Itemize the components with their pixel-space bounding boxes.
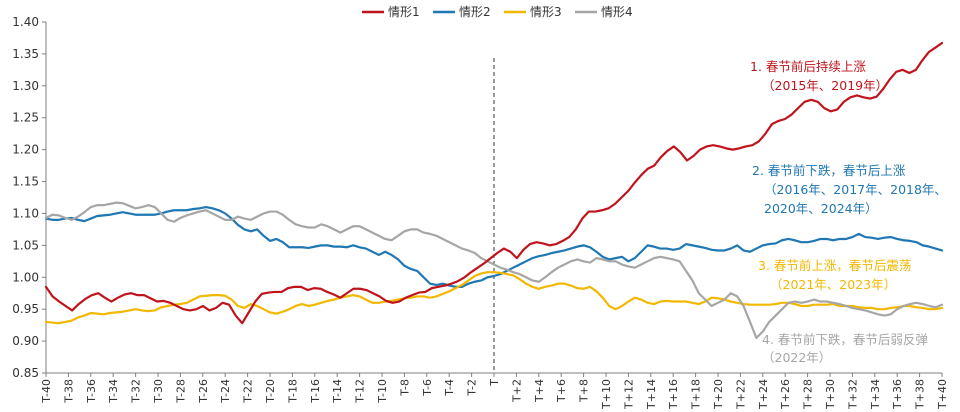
x-tick-label: T+34 [869, 379, 882, 410]
x-tick-label: T+22 [734, 379, 747, 410]
x-tick-label: T [488, 379, 501, 387]
x-tick-label: T+20 [712, 379, 725, 410]
y-tick-label: 1.05 [12, 238, 39, 252]
legend-label-2: 情形2 [459, 5, 491, 19]
x-tick-label: T+36 [891, 379, 904, 410]
x-tick-label: T-6 [421, 379, 434, 397]
x-tick-label: T-20 [264, 379, 277, 404]
series-line-4 [44, 201, 944, 339]
annotation-2-line-1: 2. 春节前下跌，春节后上涨 [752, 163, 906, 178]
x-tick-label: T-26 [197, 379, 210, 404]
legend-label-4: 情形4 [601, 5, 633, 19]
x-tick-label: T-4 [443, 379, 456, 397]
series-line-1 [44, 41, 944, 325]
x-tick-label: T-8 [398, 379, 411, 397]
x-tick-label: T+8 [578, 379, 591, 403]
x-tick-label: T+6 [555, 379, 568, 403]
annotation-4-line-2: （2022年） [762, 350, 831, 365]
y-tick-label: 0.90 [12, 334, 39, 348]
x-tick-label: T+28 [802, 379, 815, 410]
x-tick-label: T-38 [62, 379, 75, 404]
x-tick-label: T+30 [824, 379, 837, 410]
y-tick-label: 1.35 [12, 47, 39, 61]
legend: 情形1 情形2 情形3 情形4 [362, 5, 633, 19]
x-tick-label: T-34 [107, 379, 120, 404]
y-tick-label: 0.85 [12, 366, 39, 380]
annotation-4-line-1: 4. 春节前下跌，春节后弱反弹 [762, 332, 928, 347]
annotation-2-line-3: 2020年、2024年） [764, 201, 878, 216]
x-tick-label: T-30 [152, 379, 165, 404]
x-tick-label: T-10 [376, 379, 389, 404]
y-tick-label: 0.95 [12, 302, 39, 316]
annotation-1-line-2: （2015年、2019年） [762, 78, 888, 93]
x-tick-label: T+38 [914, 379, 927, 410]
x-tick-label: T+26 [779, 379, 792, 410]
x-tick-label: T+12 [622, 379, 635, 410]
y-tick-label: 1.40 [12, 15, 39, 29]
x-tick-label: T-16 [309, 379, 322, 404]
series-line-2 [44, 205, 944, 288]
x-tick-label: T+14 [645, 379, 658, 410]
x-tick-label: T-12 [354, 379, 367, 404]
x-tick-label: T-24 [219, 379, 232, 404]
annotation-3-line-1: 3. 春节前上涨，春节后震荡 [758, 258, 911, 273]
x-tick-label: T-40 [40, 379, 53, 404]
y-tick-label: 1.30 [12, 79, 39, 93]
y-tick-label: 1.10 [12, 206, 39, 220]
annotation-3-line-2: （2021年、2023年） [770, 277, 896, 292]
x-tick-label: T+10 [600, 379, 613, 410]
x-tick-label: T+18 [690, 379, 703, 410]
annotation-2-line-2: （2016年、2017年、2018年、 [764, 182, 947, 197]
y-tick-label: 1.20 [12, 143, 39, 157]
x-tick-label: T-28 [174, 379, 187, 404]
legend-label-3: 情形3 [530, 5, 562, 19]
x-tick-label: T-2 [466, 379, 479, 397]
x-tick-label: T+16 [667, 379, 680, 410]
legend-label-1: 情形1 [388, 5, 420, 19]
x-tick-label: T+40 [936, 379, 949, 410]
x-tick-label: T-22 [242, 379, 255, 404]
x-tick-label: T+2 [510, 379, 523, 403]
y-tick-label: 1.00 [12, 270, 39, 284]
y-tick-label: 1.15 [12, 175, 39, 189]
x-tick-label: T-14 [331, 379, 344, 404]
series-line-3 [44, 271, 944, 325]
annotations: 1. 春节前后持续上涨 （2015年、2019年） 2. 春节前下跌，春节后上涨 （2… [750, 59, 947, 365]
series-layer [44, 41, 944, 339]
axes: 0.85 0.90 0.95 1.00 1.05 1.10 1.15 1.20 1.25 1.30… [12, 15, 949, 410]
annotation-1-line-1: 1. 春节前后持续上涨 [750, 59, 866, 74]
x-tick-label: T+32 [846, 379, 859, 410]
x-tick-label: T-32 [130, 379, 143, 404]
x-tick-label: T+24 [757, 379, 770, 410]
x-tick-label: T-36 [85, 379, 98, 404]
x-tick-label: T-18 [286, 379, 299, 404]
x-tick-label: T+4 [533, 379, 546, 403]
y-tick-label: 1.25 [12, 111, 39, 125]
